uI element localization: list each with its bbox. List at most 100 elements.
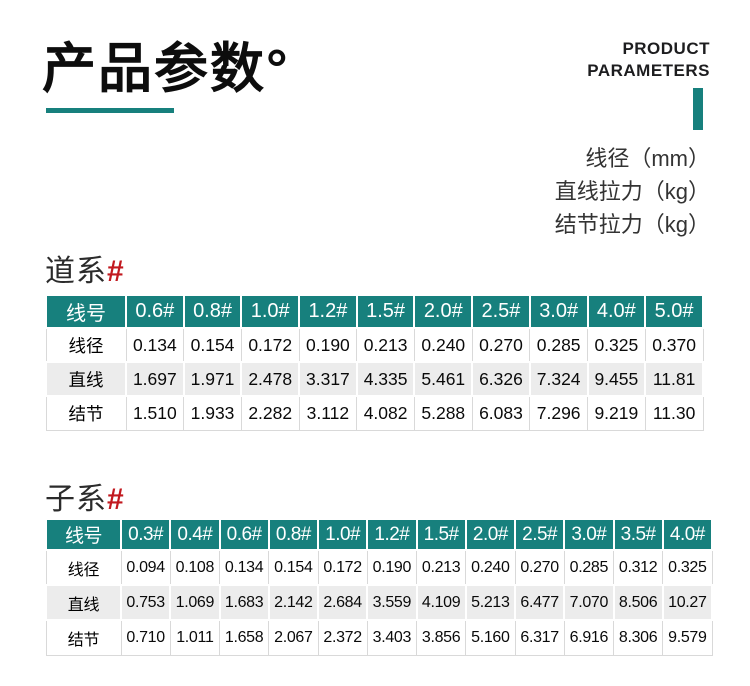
- unit-straight-strength: 直线拉力（kg）: [554, 179, 710, 204]
- row-label-cell: 直线: [45, 361, 127, 397]
- value-cell: 9.219: [587, 395, 646, 431]
- corner-header-cell: 线号: [45, 294, 127, 329]
- value-cell: 0.240: [465, 549, 516, 586]
- value-cell: 1.683: [218, 584, 270, 621]
- value-cell: 1.697: [125, 361, 185, 397]
- value-cell: 1.658: [218, 619, 270, 656]
- value-cell: 1.933: [183, 395, 242, 431]
- value-cell: 10.27: [661, 584, 714, 621]
- value-cell: 0.108: [169, 549, 221, 586]
- value-cell: 0.285: [529, 327, 588, 363]
- value-cell: 8.506: [612, 584, 664, 621]
- column-header-cell: 0.3#: [119, 518, 172, 551]
- column-header-cell: 1.0#: [316, 518, 369, 551]
- page-title-english-line2: PARAMETERS: [587, 61, 710, 81]
- value-cell: 2.372: [317, 619, 368, 656]
- value-cell: 7.296: [529, 395, 588, 431]
- row-label-cell: 线径: [45, 549, 122, 586]
- value-cell: 1.971: [182, 361, 243, 397]
- units-legend: 线径（mm） 直线拉力（kg） 结节拉力（kg）: [555, 142, 710, 241]
- value-cell: 8.306: [612, 619, 664, 656]
- value-cell: 0.213: [415, 549, 467, 586]
- main-line-spec-table: 线号 0.6# 0.8# 1.0# 1.2# 1.5# 2.0# 2.5# 3.0# 4.0# 5.…: [45, 294, 704, 431]
- value-cell: 7.324: [528, 361, 589, 397]
- value-cell: 1.510: [125, 395, 185, 431]
- header-row: 线号 0.6# 0.8# 1.0# 1.2# 1.5# 2.0# 2.5# 3.0# 4.0# 5.…: [45, 294, 704, 329]
- table-row: 直线 1.697 1.971 2.478 3.317 4.335 5.461 6.326 7.3…: [45, 361, 704, 397]
- value-cell: 3.112: [298, 395, 358, 431]
- value-cell: 0.285: [563, 549, 615, 586]
- value-cell: 6.083: [471, 395, 531, 431]
- table-row: 直线 0.753 1.069 1.683 2.142 2.684 3.559 4.109 5.2…: [45, 584, 714, 621]
- column-header-cell: 2.5#: [513, 518, 566, 551]
- value-cell: 0.172: [317, 549, 368, 586]
- value-cell: 0.094: [120, 549, 171, 586]
- main-line-heading-hash: #: [107, 255, 125, 288]
- value-cell: 1.069: [169, 584, 221, 621]
- header-row: 线号 0.3# 0.4# 0.6# 0.8# 1.0# 1.2# 1.5# 2.0# 2.5# 3.…: [45, 518, 714, 551]
- value-cell: 0.270: [471, 327, 531, 363]
- value-cell: 6.326: [471, 361, 531, 397]
- main-line-heading-text: 道系: [45, 255, 107, 288]
- value-cell: 2.142: [267, 584, 320, 621]
- sub-line-heading: 子系#: [45, 474, 125, 518]
- column-header-cell: 0.6#: [218, 518, 270, 551]
- value-cell: 2.684: [316, 584, 369, 621]
- column-header-cell: 2.5#: [471, 294, 531, 329]
- page-title: 产品参数°: [42, 39, 290, 99]
- column-header-cell: 1.5#: [355, 294, 416, 329]
- column-header-cell: 2.0#: [413, 294, 474, 329]
- value-cell: 0.753: [119, 584, 172, 621]
- value-cell: 1.011: [169, 619, 221, 656]
- value-cell: 5.160: [465, 619, 516, 656]
- unit-diameter: 线径（mm）: [585, 146, 710, 171]
- value-cell: 5.213: [464, 584, 517, 621]
- sub-line-heading-text: 子系: [45, 483, 107, 516]
- value-cell: 4.109: [415, 584, 467, 621]
- column-header-cell: 0.8#: [267, 518, 320, 551]
- column-header-cell: 0.6#: [125, 294, 185, 329]
- value-cell: 4.082: [356, 395, 415, 431]
- value-cell: 2.478: [240, 361, 301, 397]
- column-header-cell: 0.4#: [169, 518, 221, 551]
- column-header-cell: 3.0#: [528, 294, 589, 329]
- value-cell: 4.335: [355, 361, 416, 397]
- value-cell: 6.916: [563, 619, 615, 656]
- column-header-cell: 3.5#: [612, 518, 664, 551]
- value-cell: 9.579: [662, 619, 713, 656]
- main-line-heading: 道系#: [45, 246, 125, 290]
- value-cell: 2.067: [268, 619, 319, 656]
- column-header-cell: 4.0#: [586, 294, 647, 329]
- column-header-cell: 1.5#: [415, 518, 467, 551]
- value-cell: 6.317: [514, 619, 565, 656]
- table-row: 结节 1.510 1.933 2.282 3.112 4.082 5.288 6.083 7.2…: [45, 395, 704, 431]
- value-cell: 2.282: [240, 395, 300, 431]
- column-header-cell: 1.2#: [366, 518, 418, 551]
- column-header-cell: 1.0#: [240, 294, 301, 329]
- value-cell: 0.190: [298, 327, 358, 363]
- value-cell: 0.172: [240, 327, 300, 363]
- column-header-cell: 2.0#: [464, 518, 517, 551]
- value-cell: 0.134: [218, 549, 270, 586]
- unit-knot-strength: 结节拉力（kg）: [554, 212, 710, 237]
- title-underline: [46, 107, 174, 113]
- value-cell: 0.154: [183, 327, 242, 363]
- table-row: 线径 0.094 0.108 0.134 0.154 0.172 0.190 0.213 0.2…: [45, 549, 713, 586]
- value-cell: 0.312: [612, 549, 664, 586]
- sub-line-heading-hash: #: [107, 483, 125, 516]
- accent-bar: [693, 88, 703, 131]
- page-title-english: PRODUCT PARAMETERS: [587, 38, 710, 82]
- sub-line-spec-table: 线号 0.3# 0.4# 0.6# 0.8# 1.0# 1.2# 1.5# 2.0# 2.5# 3.…: [45, 518, 714, 656]
- value-cell: 11.81: [644, 361, 704, 397]
- value-cell: 0.325: [662, 549, 713, 586]
- corner-header-cell: 线号: [45, 518, 122, 551]
- page-title-english-line1: PRODUCT: [622, 39, 710, 58]
- table-row: 线径 0.134 0.154 0.172 0.190 0.213 0.240 0.270 0.2…: [45, 327, 704, 363]
- value-cell: 11.30: [644, 395, 704, 431]
- column-header-cell: 3.0#: [563, 518, 615, 551]
- value-cell: 3.559: [366, 584, 418, 621]
- column-header-cell: 1.2#: [298, 294, 358, 329]
- column-header-cell: 4.0#: [661, 518, 714, 551]
- value-cell: 0.325: [587, 327, 646, 363]
